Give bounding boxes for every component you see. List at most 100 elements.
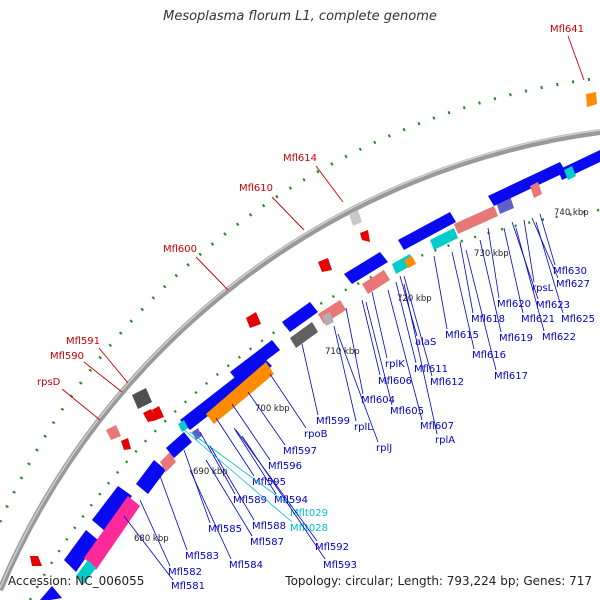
inner-gene-label[interactable]: Mfl599 — [316, 416, 350, 427]
inner-gene-label[interactable]: Mfl622 — [542, 332, 576, 343]
outer-gene-label[interactable]: Mfl641 — [550, 24, 584, 35]
inner-gene-label[interactable]: Mfl596 — [268, 461, 302, 472]
inner-gene-label[interactable]: Mfl619 — [499, 333, 533, 344]
inner-gene-label[interactable]: Mfl621 — [521, 314, 555, 325]
inner-gene-label[interactable]: Mfl606 — [378, 376, 412, 387]
feature-tRNA-4[interactable] — [564, 166, 576, 180]
inner-gene-label[interactable]: rplK — [385, 359, 405, 370]
outer-gene-labels: Mfl641 Mfl614 Mfl610 Mfl600 Mfl591 Mfl590 rpsD — [37, 24, 585, 421]
feature-rpsD[interactable] — [106, 425, 121, 440]
feature-purple-2[interactable] — [192, 428, 202, 440]
feature-gray-2[interactable] — [322, 312, 334, 326]
feature-mfl614-arrow[interactable] — [360, 230, 370, 242]
tick-label: 720 kbp — [397, 294, 432, 304]
inner-gene-label[interactable]: Mfl588 — [252, 521, 286, 532]
inner-gene-label[interactable]: Mfl582 — [168, 567, 202, 578]
inner-gene-label[interactable]: Mflt029 — [290, 508, 328, 519]
inner-gene-label[interactable]: Mfl611 — [414, 364, 448, 375]
feature-cds-run-4[interactable] — [136, 460, 166, 494]
feature-cds-run-2[interactable] — [64, 530, 98, 572]
feature-cds-run-10[interactable] — [398, 212, 456, 250]
inner-gene-label[interactable]: Mfl607 — [420, 421, 454, 432]
inner-gene-label[interactable]: rplA — [435, 435, 455, 446]
feature-pink-4[interactable] — [454, 206, 498, 234]
feature-mfl590-arrow2[interactable] — [152, 406, 164, 420]
inner-gene-label[interactable]: Mfl581 — [171, 581, 205, 592]
outer-gene-label[interactable]: Mfl614 — [283, 153, 317, 164]
inner-gene-label[interactable]: Mfl630 — [553, 266, 587, 277]
inner-gene-label[interactable]: Mfl625 — [561, 314, 595, 325]
feature-pink-5[interactable] — [530, 182, 542, 198]
feature-pink-3[interactable] — [362, 270, 390, 294]
outer-label-leader — [98, 347, 129, 384]
feature-cds-run-12[interactable] — [558, 150, 600, 180]
inner-gene-label[interactable]: Mfl597 — [283, 446, 317, 457]
feature-rRNA-small[interactable] — [404, 256, 416, 268]
inner-gene-label[interactable]: rpsL — [532, 283, 554, 294]
inner-gene-label[interactable]: Mfl585 — [208, 524, 242, 535]
feature-rpoB-rRNA[interactable] — [206, 362, 274, 424]
inner-gene-label[interactable]: Mfl627 — [556, 279, 590, 290]
outer-label-leader — [83, 361, 123, 393]
inner-gene-label[interactable]: Mfl584 — [229, 560, 263, 571]
inner-gene-label[interactable]: Mfl623 — [536, 300, 570, 311]
feature-mfl641-rRNA[interactable] — [586, 92, 597, 107]
inner-label-leader — [387, 289, 423, 421]
feature-cds-run-3[interactable] — [92, 486, 132, 532]
accession-text: Accession: NC_006055 — [8, 574, 145, 588]
feature-mfl610-arrow[interactable] — [318, 258, 332, 272]
feature-cds-magenta[interactable] — [84, 496, 140, 570]
feature-mfl591[interactable] — [132, 388, 152, 409]
inner-gene-label[interactable]: Mfl589 — [233, 495, 267, 506]
feature-left-red-arrow[interactable] — [30, 556, 42, 566]
inner-gene-label[interactable]: Mfl618 — [471, 314, 505, 325]
inner-label-leader — [487, 227, 500, 299]
inner-gene-label[interactable]: rplL — [354, 422, 373, 433]
feature-rpsD-arrow[interactable] — [121, 438, 131, 450]
inner-gene-label[interactable]: Mfl587 — [250, 537, 284, 548]
inner-label-leader — [139, 499, 171, 567]
inner-label-leader — [479, 239, 502, 333]
feature-cds-run-8[interactable] — [282, 302, 318, 332]
feature-cds-run-6[interactable] — [180, 356, 272, 430]
inner-gene-label[interactable]: Mfl594 — [274, 495, 308, 506]
inner-label-leader — [269, 373, 307, 429]
outer-gene-label[interactable]: Mfl591 — [66, 336, 100, 347]
outer-gene-label[interactable]: Mfl600 — [163, 244, 197, 255]
outer-gene-label[interactable]: rpsD — [37, 377, 61, 388]
feature-mfl614[interactable] — [349, 210, 362, 226]
outer-gene-label[interactable]: Mfl590 — [50, 351, 84, 362]
feature-tRNA-5[interactable] — [178, 420, 188, 432]
feature-mfl600-arrow[interactable] — [246, 312, 261, 328]
inner-label-leader — [247, 391, 286, 446]
feature-cds-tRNA-1[interactable] — [76, 560, 96, 584]
inner-label-leader — [451, 251, 475, 350]
feature-tRNA-3[interactable] — [430, 228, 458, 250]
inner-gene-label[interactable]: Mfl617 — [494, 371, 528, 382]
inner-gene-label[interactable]: Mfl583 — [185, 551, 219, 562]
inner-gene-label[interactable]: Mfl593 — [323, 560, 357, 571]
feature-pink-1[interactable] — [160, 452, 176, 472]
inner-label-leader — [459, 241, 474, 314]
feature-gray-1[interactable] — [290, 322, 318, 348]
feature-cds-run-7[interactable] — [230, 340, 280, 382]
inner-gene-label[interactable]: alaS — [415, 337, 436, 348]
inner-gene-label[interactable]: Mfl605 — [390, 406, 424, 417]
inner-gene-label[interactable]: Mfl604 — [361, 395, 395, 406]
inner-gene-label[interactable]: Mflt028 — [290, 523, 328, 534]
genome-backbone-highlight — [0, 129, 600, 589]
inner-gene-label[interactable]: rplJ — [376, 443, 392, 454]
inner-gene-label[interactable]: rpoB — [304, 429, 328, 440]
inner-gene-label[interactable]: Mfl612 — [430, 377, 464, 388]
inner-gene-label[interactable]: Mfl615 — [445, 330, 479, 341]
inner-gene-label[interactable]: Mfl620 — [497, 299, 531, 310]
inner-label-leader — [531, 217, 559, 279]
feature-cds-run-5[interactable] — [166, 432, 192, 458]
outer-gene-label[interactable]: Mfl610 — [239, 183, 273, 194]
feature-cds-run-1[interactable] — [40, 586, 62, 600]
inner-gene-label[interactable]: Mfl616 — [472, 350, 506, 361]
feature-cds-run-11[interactable] — [488, 162, 566, 206]
feature-mfl590-arrow1[interactable] — [143, 409, 157, 422]
feature-cds-run-9[interactable] — [344, 252, 388, 284]
inner-gene-label[interactable]: Mfl592 — [315, 542, 349, 553]
